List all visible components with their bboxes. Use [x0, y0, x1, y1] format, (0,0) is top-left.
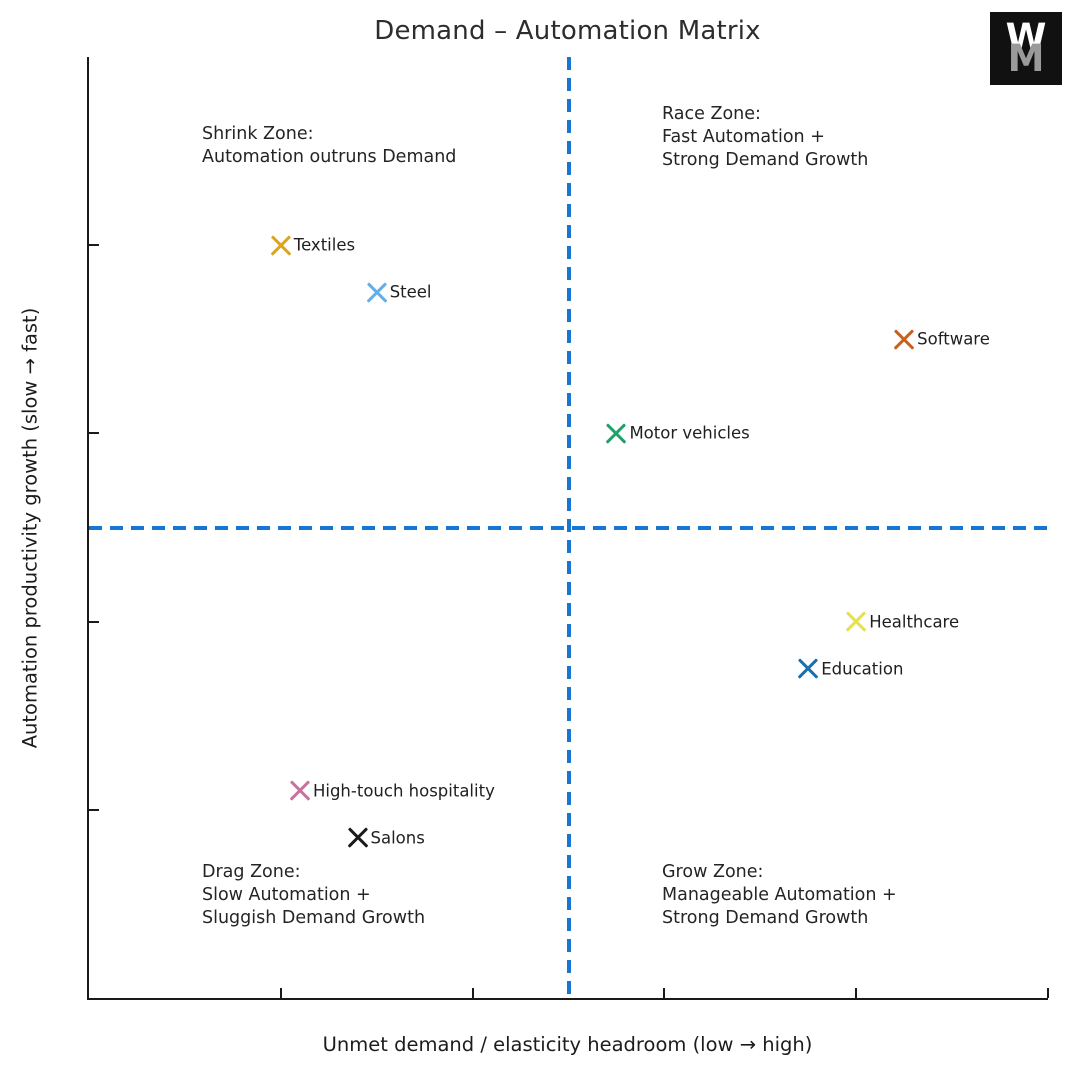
x-axis-tick: [1047, 988, 1049, 998]
horizontal-divider-dashed-line: [89, 525, 1048, 530]
y-axis-tick: [89, 620, 99, 623]
data-point-label: Textiles: [293, 235, 356, 255]
quadrant-label-drag-zone: Drag Zone: Slow Automation + Sluggish De…: [202, 862, 426, 928]
y-axis-tick: [89, 432, 99, 435]
quadrant-label-shrink-zone: Shrink Zone: Automation outruns Demand: [202, 124, 457, 167]
chart-title: Demand – Automation Matrix: [374, 16, 761, 46]
data-point-label: Education: [821, 659, 904, 679]
x-axis-label: Unmet demand / elasticity headroom (low …: [322, 1033, 813, 1056]
plot-area: Shrink Zone: Automation outruns Demand R…: [87, 57, 1049, 1000]
y-axis-tick: [89, 808, 99, 811]
wm-logo: W M: [990, 12, 1062, 85]
logo-letter-m: M: [1007, 36, 1045, 80]
x-axis-tick: [663, 988, 666, 998]
logo-letter-w: W: [1005, 15, 1047, 59]
x-axis-tick: [855, 988, 858, 998]
data-point-label: Motor vehicles: [629, 423, 750, 443]
data-point-label: High-touch hospitality: [312, 781, 495, 801]
data-point-label: Software: [917, 329, 990, 349]
data-point-label: Healthcare: [869, 612, 960, 632]
x-axis-tick: [471, 988, 474, 998]
quadrant-label-grow-zone: Grow Zone: Manageable Automation + Stron…: [662, 862, 897, 928]
y-axis-tick: [89, 244, 99, 247]
data-point-label: Salons: [370, 828, 425, 848]
y-axis-label: Automation productivity growth (slow → f…: [18, 307, 42, 749]
quadrant-label-race-zone: Race Zone: Fast Automation + Strong Dema…: [662, 104, 869, 170]
x-axis-tick: [279, 988, 282, 998]
data-point-label: Steel: [389, 282, 432, 302]
